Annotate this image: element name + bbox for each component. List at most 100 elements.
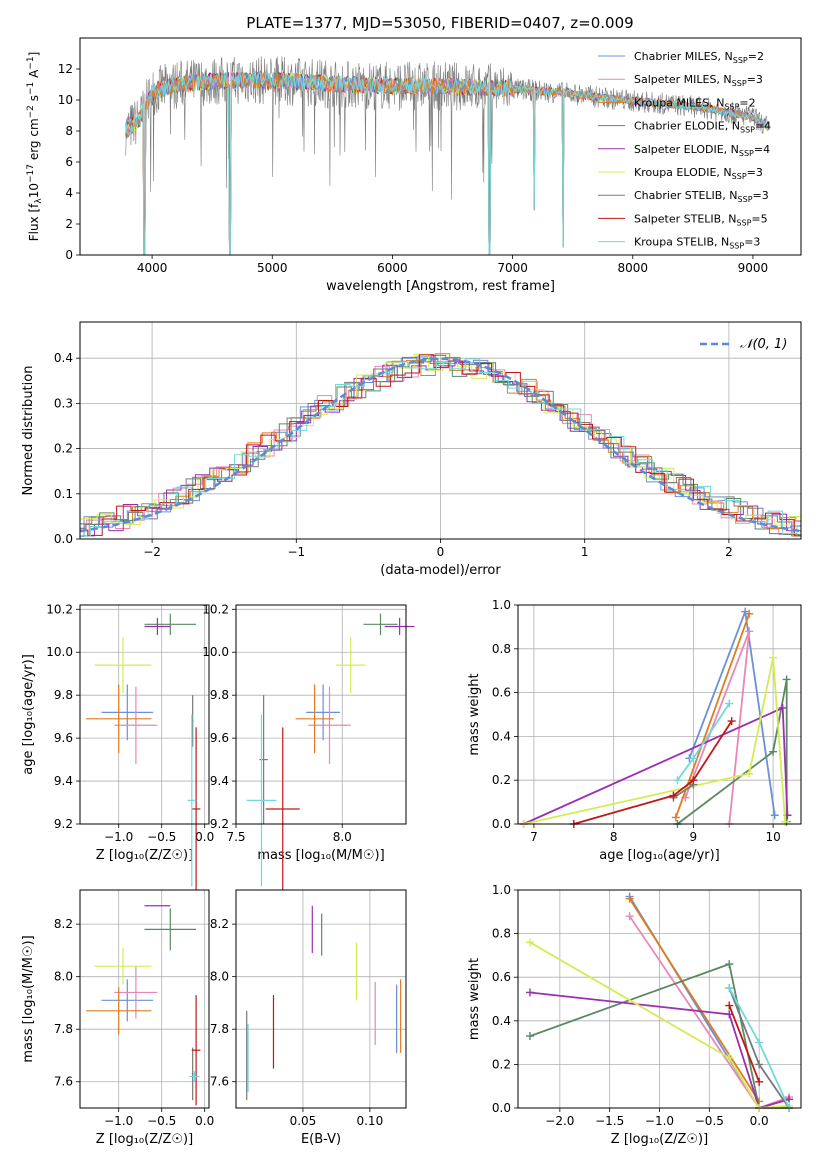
y-tick-label: 0.1 bbox=[54, 487, 73, 501]
y-tick-label: 8.0 bbox=[54, 970, 73, 984]
weight-marker-kroupa_stelib bbox=[689, 754, 698, 763]
x-tick-label: 7 bbox=[530, 830, 538, 844]
x-tick-label: −0.5 bbox=[147, 1114, 176, 1128]
histogram-kroupa_miles bbox=[80, 353, 801, 537]
y-tick-label: 0.4 bbox=[492, 1014, 511, 1028]
y-tick-label: 7.8 bbox=[210, 1022, 229, 1036]
y-tick-label: 7.8 bbox=[54, 1022, 73, 1036]
y-tick-label: 1.0 bbox=[492, 598, 511, 612]
y-tick-label: 7.6 bbox=[210, 1075, 229, 1089]
age-vs-mass-panel: 7.5 8.0 9.2 9.4 9.6 9.8 10.0 10.2 mass [log₁₀(M/… bbox=[202, 602, 415, 891]
y-tick-label: 9.4 bbox=[210, 774, 229, 788]
x-tick-label: −1.0 bbox=[645, 1114, 674, 1128]
weight-marker-kroupa_elodie bbox=[525, 938, 534, 947]
legend-label-chabrier_miles: Chabrier MILES, NSSP=2 bbox=[634, 50, 764, 65]
x-axis-label: wavelength [Angstrom, rest frame] bbox=[326, 279, 555, 294]
weight-marker-chabrier_elodie bbox=[769, 747, 778, 756]
y-tick-label: 0.2 bbox=[54, 442, 73, 456]
weight-marker-salpeter_stelib bbox=[689, 776, 698, 785]
axes-frame bbox=[79, 889, 210, 1109]
x-tick-label: 5000 bbox=[257, 261, 288, 275]
weight-marker-chabrier_elodie bbox=[725, 960, 734, 969]
legend-label-salpeter_miles: Salpeter MILES, NSSP=3 bbox=[634, 73, 763, 88]
y-tick-label: 0.6 bbox=[492, 686, 511, 700]
y-axis-label: age [log₁₀(age/yr)] bbox=[21, 654, 36, 775]
y-tick-label: 0.4 bbox=[492, 729, 511, 743]
weight-marker-salpeter_stelib bbox=[727, 717, 736, 726]
x-tick-label: −1.0 bbox=[104, 830, 133, 844]
y-tick-label: 4 bbox=[65, 186, 73, 200]
weight-marker-kroupa_stelib bbox=[755, 1038, 764, 1047]
weight-line-kroupa_elodie bbox=[529, 941, 790, 1109]
legend-label-chabrier_elodie: Chabrier ELODIE, NSSP=4 bbox=[634, 120, 771, 135]
y-tick-label: 8.0 bbox=[210, 970, 229, 984]
weight-marker-chabrier_elodie bbox=[782, 675, 791, 684]
x-tick-label: 0.0 bbox=[750, 1114, 769, 1128]
weight-line-salpeter_stelib bbox=[728, 1005, 760, 1083]
mass-vs-z-panel: −1.0 −0.5 0.0 7.6 7.8 8.0 8.2 Z [log₁₀(Z/Z☉)] ma… bbox=[21, 889, 214, 1147]
x-tick-label: 8.0 bbox=[333, 830, 352, 844]
y-tick-label: 7.6 bbox=[54, 1075, 73, 1089]
x-axis-label: Z [log₁₀(Z/Z☉)] bbox=[96, 848, 193, 863]
legend-label-normal: 𝒩(0, 1) bbox=[740, 337, 787, 352]
y-tick-label: 9.4 bbox=[54, 774, 73, 788]
weight-marker-chabrier_elodie bbox=[525, 1032, 534, 1041]
weight-marker-salpeter_stelib bbox=[725, 1001, 734, 1010]
histogram-salpeter_stelib bbox=[80, 354, 801, 537]
x-tick-label: 9 bbox=[690, 830, 698, 844]
weight-marker-kroupa_elodie bbox=[745, 769, 754, 778]
histogram-kroupa_stelib bbox=[80, 358, 801, 537]
x-tick-label: −0.5 bbox=[147, 830, 176, 844]
x-tick-label: 7000 bbox=[497, 261, 528, 275]
weight-marker-kroupa_miles bbox=[671, 813, 680, 822]
y-tick-label: 0.3 bbox=[54, 396, 73, 410]
x-tick-label: −0.5 bbox=[695, 1114, 724, 1128]
y-tick-label: 10.2 bbox=[202, 602, 229, 616]
weight-line-salpeter_stelib bbox=[573, 720, 733, 825]
x-tick-label: −2.0 bbox=[545, 1114, 574, 1128]
weight-line-kroupa_elodie bbox=[523, 657, 786, 825]
y-tick-label: 0.2 bbox=[492, 1057, 511, 1071]
legend-label-salpeter_elodie: Salpeter ELODIE, NSSP=4 bbox=[634, 143, 770, 158]
weight-marker-salpeter_miles bbox=[625, 912, 634, 921]
x-tick-label: 8000 bbox=[617, 261, 648, 275]
x-tick-label: 0.0 bbox=[195, 830, 214, 844]
weight-marker-kroupa_elodie bbox=[769, 653, 778, 662]
x-tick-label: 10 bbox=[765, 830, 780, 844]
weight-marker-chabrier_stelib bbox=[755, 1060, 764, 1069]
x-axis-label: (data-model)/error bbox=[380, 563, 501, 578]
y-tick-label: 0 bbox=[65, 248, 73, 262]
y-tick-label: 6 bbox=[65, 155, 73, 169]
x-tick-label: 1 bbox=[581, 545, 589, 559]
y-tick-label: 9.2 bbox=[54, 817, 73, 831]
normal-curve bbox=[80, 357, 801, 533]
x-tick-label: 8 bbox=[610, 830, 618, 844]
y-tick-label: 0.0 bbox=[492, 1101, 511, 1115]
x-tick-label: 0.10 bbox=[356, 1114, 383, 1128]
axes-frame bbox=[79, 37, 802, 256]
weight-marker-kroupa_elodie bbox=[725, 1053, 734, 1062]
y-tick-label: 0.4 bbox=[54, 351, 73, 365]
y-tick-label: 2 bbox=[65, 217, 73, 231]
x-tick-label: 0 bbox=[437, 545, 445, 559]
axes-frame bbox=[235, 889, 407, 1109]
weight-line-chabrier_elodie bbox=[676, 679, 788, 825]
y-tick-label: 0.2 bbox=[492, 773, 511, 787]
weight-marker-kroupa_miles bbox=[625, 894, 634, 903]
y-tick-label: 10.2 bbox=[46, 602, 73, 616]
x-axis-label: Z [log₁₀(Z/Z☉)] bbox=[96, 1132, 193, 1147]
x-tick-label: 6000 bbox=[377, 261, 408, 275]
axes-frame bbox=[235, 604, 407, 825]
y-tick-label: 0.6 bbox=[492, 970, 511, 984]
x-tick-label: −2 bbox=[143, 545, 161, 559]
x-tick-label: −1.5 bbox=[595, 1114, 624, 1128]
histogram-chabrier_miles bbox=[80, 356, 801, 537]
x-axis-label: E(B-V) bbox=[301, 1132, 341, 1147]
legend-label-chabrier_stelib: Chabrier STELIB, NSSP=3 bbox=[634, 189, 769, 204]
weight-marker-kroupa_stelib bbox=[725, 984, 734, 993]
weight-line-salpeter_elodie bbox=[529, 991, 790, 1110]
massweight-vs-age-panel: 7 8 9 10 0.0 0.2 0.4 0.6 0.8 1.0 age [log₁₀(age/yr… bbox=[467, 598, 802, 863]
axes-frame bbox=[79, 321, 802, 540]
y-tick-label: 9.8 bbox=[210, 688, 229, 702]
x-tick-label: 0.0 bbox=[195, 1114, 214, 1128]
